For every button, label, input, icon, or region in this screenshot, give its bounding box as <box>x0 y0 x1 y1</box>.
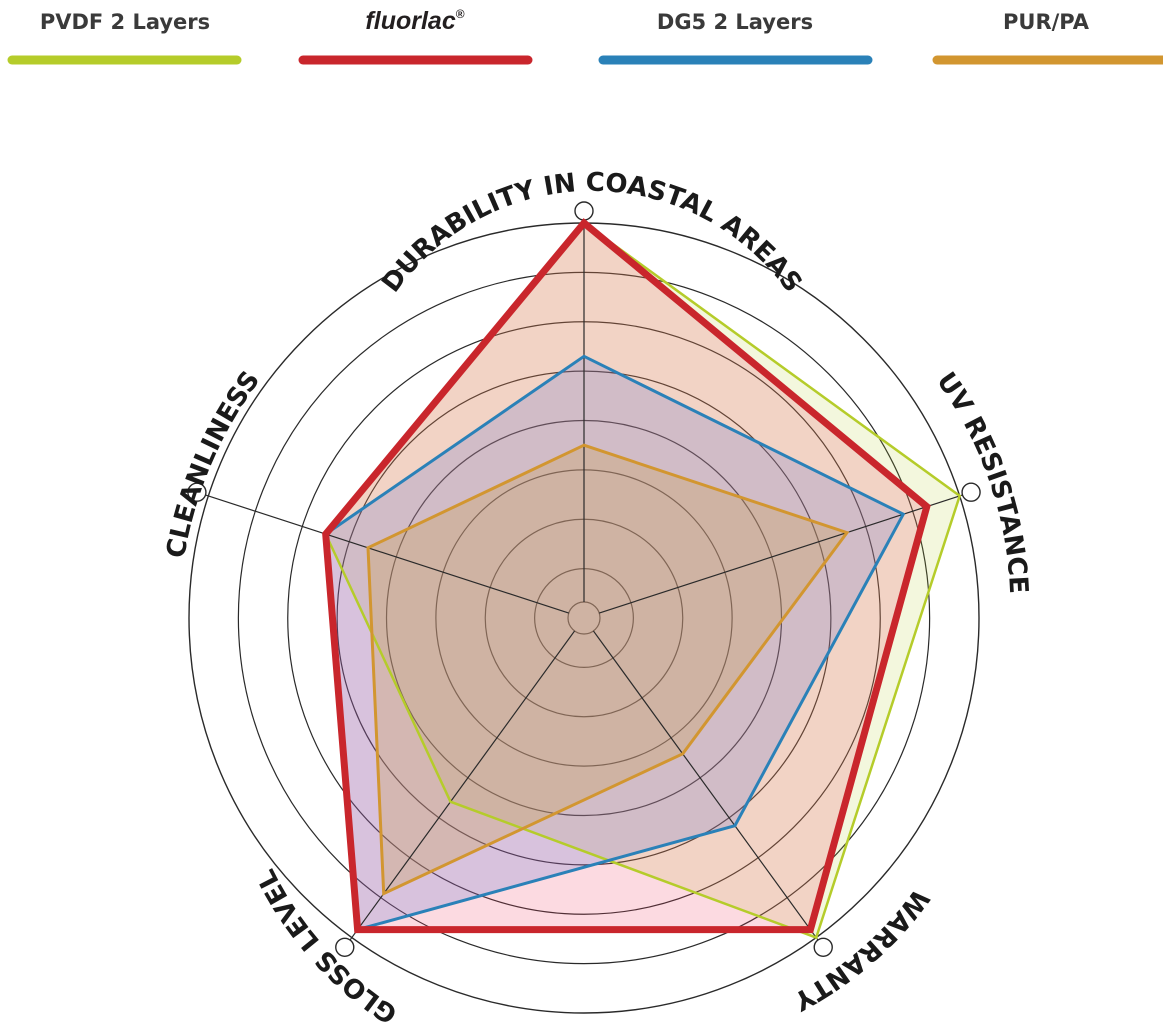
series-areas <box>325 223 960 938</box>
legend-label: PVDF 2 Layers <box>40 10 210 34</box>
legend-item: PVDF 2 Layers <box>7 10 242 65</box>
axis-label: CLEANLINESS <box>161 366 266 561</box>
series-area <box>368 445 847 894</box>
series-line <box>324 354 906 932</box>
series-line <box>366 443 850 896</box>
axis-end-marker <box>961 482 981 502</box>
legend-label: DG5 2 Layers <box>657 10 813 34</box>
legend-label: fluorlac® <box>365 7 464 35</box>
radar-spokes <box>187 201 981 957</box>
axis-spoke <box>204 494 569 614</box>
axis-end-marker <box>574 201 594 221</box>
axis-label: UV RESISTANCE <box>930 367 1033 594</box>
legend: PVDF 2 Layers fluorlac® DG5 2 Layers PUR/PA <box>7 7 1163 65</box>
legend-item: fluorlac® <box>298 7 533 65</box>
series-lines <box>322 218 962 940</box>
axis-end-marker <box>335 937 355 957</box>
legend-item: PUR/PA <box>932 10 1163 65</box>
legend-label: PUR/PA <box>1003 10 1090 34</box>
axis-end-marker <box>187 482 207 502</box>
axis-end-marker <box>813 937 833 957</box>
axis-spoke <box>592 630 820 942</box>
series-line <box>322 218 931 934</box>
legend-item: DG5 2 Layers <box>598 10 873 65</box>
series-area <box>325 223 927 930</box>
axis-spoke <box>348 630 576 942</box>
